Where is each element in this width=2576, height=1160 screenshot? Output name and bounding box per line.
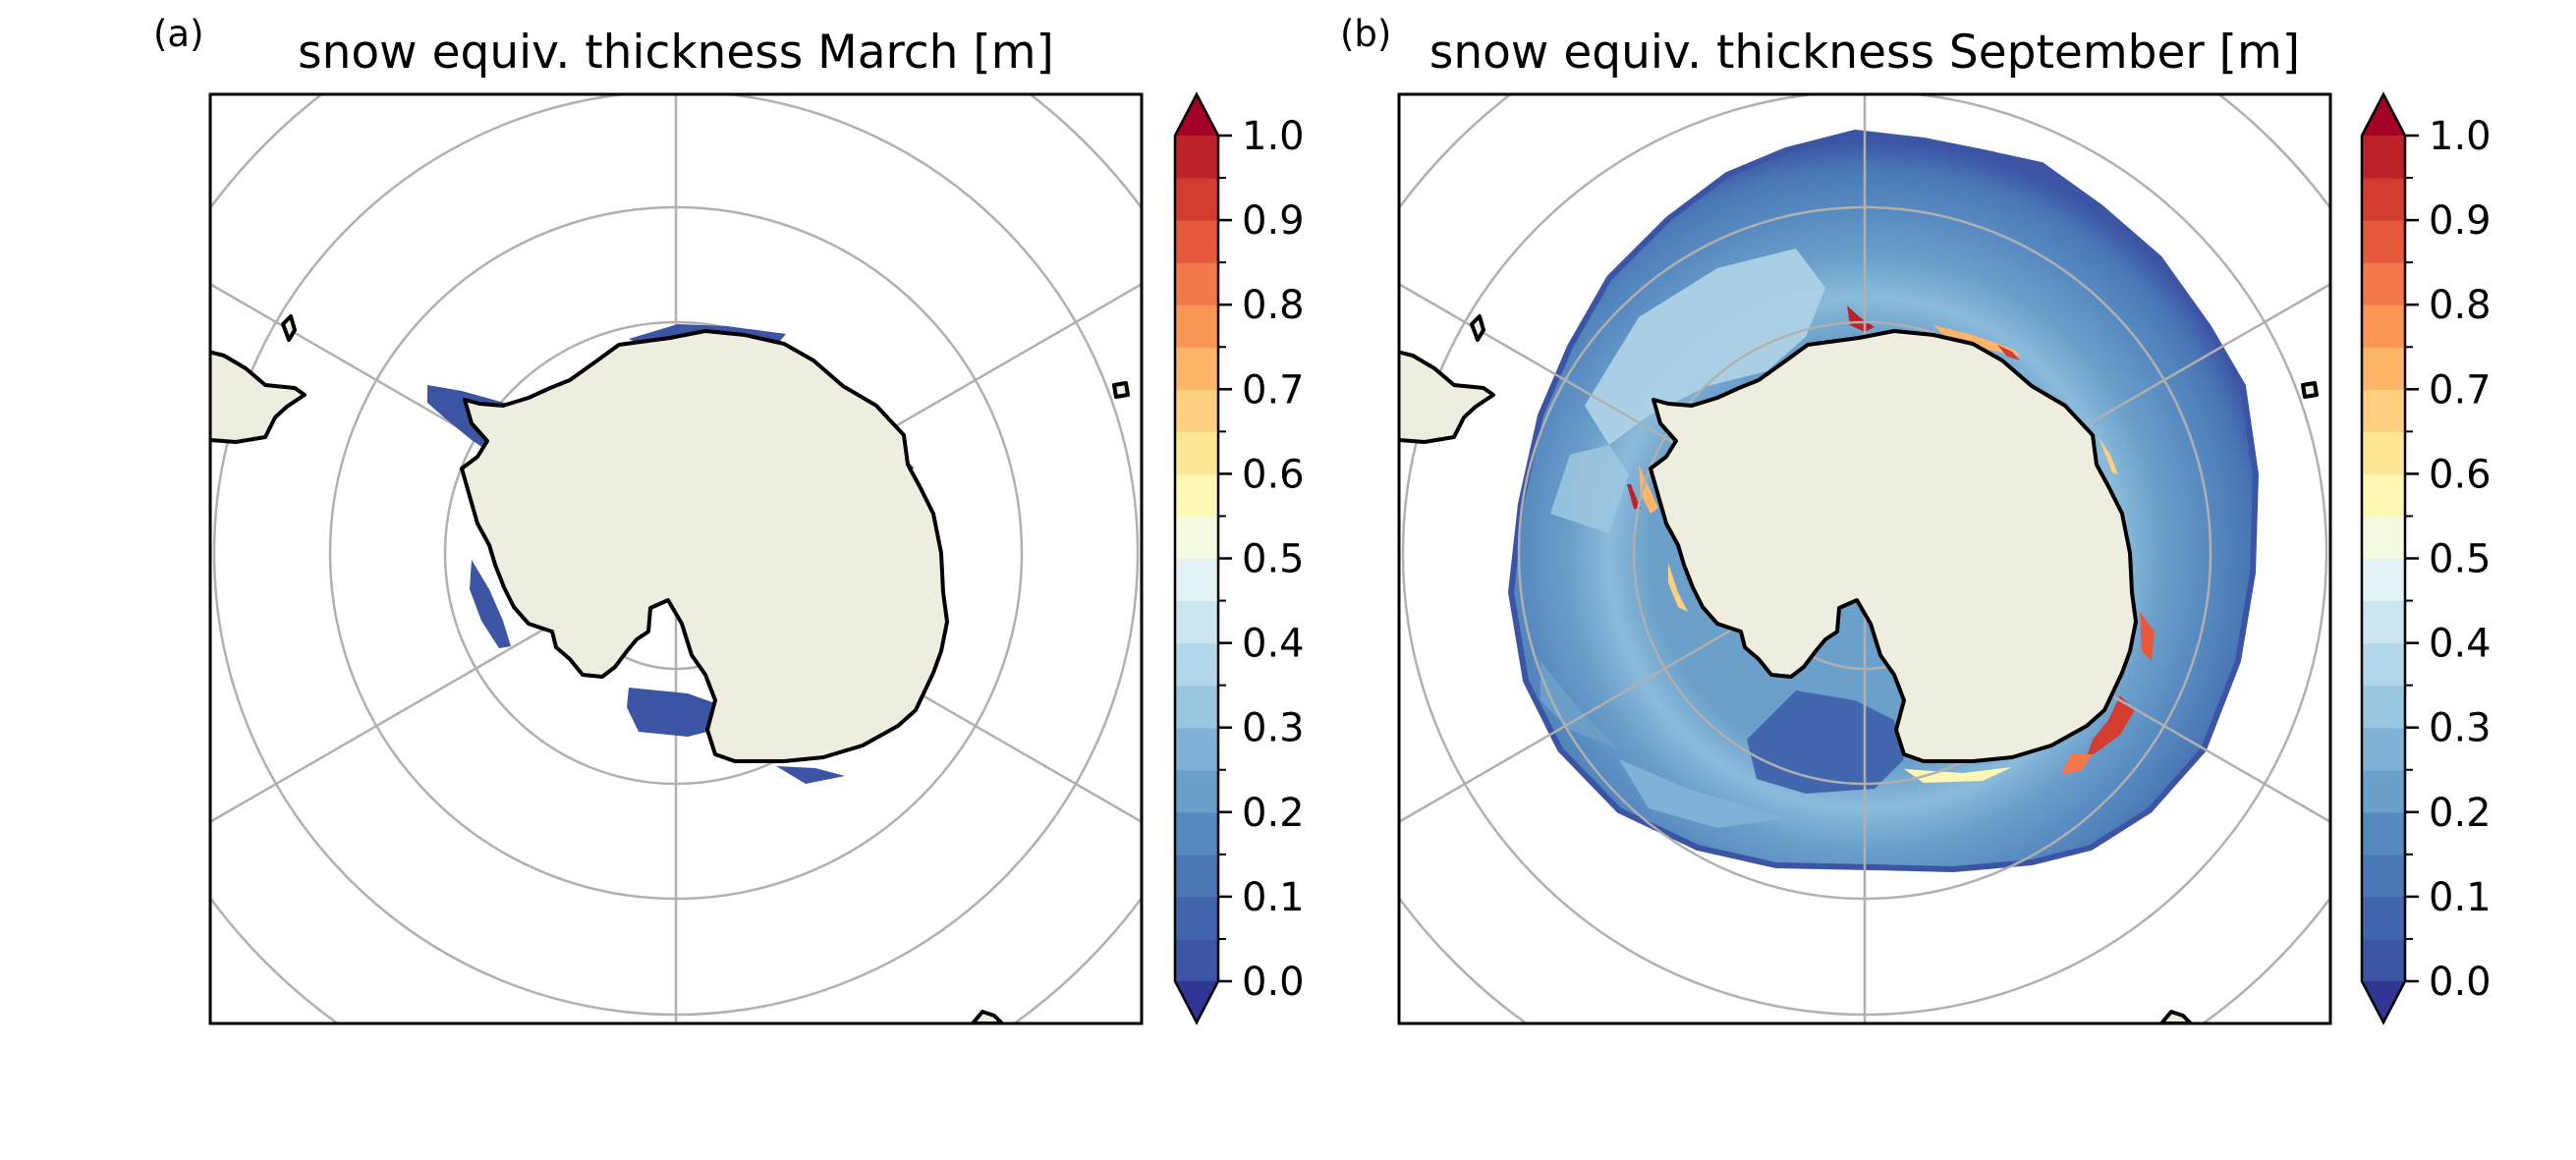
panel-september: (b) snow equiv. thickness September [m] — [1340, 13, 2492, 1025]
colorbar-tick-label-a: 0.7 — [1242, 367, 1305, 413]
colorbar-band-a — [1175, 600, 1218, 644]
map-a — [210, 94, 1142, 1023]
colorbar-tick-label-a: 0.5 — [1242, 537, 1305, 582]
colorbar-band-a — [1175, 854, 1218, 898]
colorbar-b: 0.0 0.1 0.2 0.3 0.4 0.5 0.6 0.7 0.8 0.9 1.0 — [2360, 91, 2492, 1025]
colorbar-tick-label-a: 0.3 — [1242, 706, 1305, 751]
colorbar-tick-label-b: 0.3 — [2429, 706, 2492, 751]
colorbar-band-b — [2362, 811, 2405, 856]
colorbar-band-b — [2362, 516, 2405, 560]
panel-label-b: (b) — [1340, 13, 1391, 55]
colorbar-band-b — [2362, 642, 2405, 687]
colorbar-tick-label-a: 0.6 — [1242, 452, 1305, 497]
colorbar-tick-label-a: 0.1 — [1242, 875, 1305, 920]
colorbar-tick-label-b: 0.6 — [2429, 452, 2492, 497]
colorbar-tick-label-b: 0.0 — [2429, 960, 2492, 1005]
colorbar-extend-min-a — [1175, 981, 1218, 1022]
colorbar-tick-label-b: 0.5 — [2429, 537, 2492, 582]
colorbar-tick-label-b: 1.0 — [2429, 114, 2492, 159]
colorbar-band-b — [2362, 178, 2405, 221]
colorbar-tick-label-b: 0.7 — [2429, 367, 2492, 413]
map-b — [1399, 94, 2330, 1023]
colorbar-band-a — [1175, 178, 1218, 221]
colorbar-band-a — [1175, 347, 1218, 390]
colorbar-band-b — [2362, 600, 2405, 644]
colorbar-tick-label-a: 0.9 — [1242, 198, 1305, 244]
colorbar-band-b — [2362, 136, 2405, 179]
colorbar-band-b — [2362, 896, 2405, 940]
colorbar-band-a — [1175, 558, 1218, 602]
colorbar-band-b — [2362, 854, 2405, 898]
colorbar-tick-label-a: 0.4 — [1242, 622, 1305, 667]
colorbar-band-a — [1175, 938, 1218, 982]
colorbar-tick-label-a: 0.2 — [1242, 791, 1305, 836]
colorbar-band-b — [2362, 727, 2405, 771]
colorbar-band-a — [1175, 516, 1218, 560]
colorbar-band-b — [2362, 769, 2405, 813]
panel-title-b: snow equiv. thickness September [m] — [1429, 26, 2300, 80]
colorbar-band-a — [1175, 304, 1218, 348]
colorbar-tick-label-b: 0.1 — [2429, 875, 2492, 920]
colorbar-band-a — [1175, 642, 1218, 687]
colorbar-tick-label-a: 0.0 — [1242, 960, 1305, 1005]
colorbar-tick-label-b: 0.9 — [2429, 198, 2492, 244]
map-frame-b — [1397, 92, 2332, 1025]
colorbar-band-b — [2362, 473, 2405, 518]
colorbar-tick-label-a: 0.8 — [1242, 283, 1305, 328]
colorbar-band-b — [2362, 262, 2405, 305]
colorbar-band-a — [1175, 220, 1218, 263]
colorbar-tick-label-b: 0.4 — [2429, 622, 2492, 667]
panel-title-a: snow equiv. thickness March [m] — [298, 26, 1054, 80]
colorbar-band-b — [2362, 431, 2405, 474]
colorbar-band-a — [1175, 811, 1218, 856]
colorbar-tick-label-b: 0.2 — [2429, 791, 2492, 836]
colorbar-band-b — [2362, 938, 2405, 982]
colorbar-band-b — [2362, 220, 2405, 263]
colorbar-band-a — [1175, 473, 1218, 518]
colorbar-band-b — [2362, 347, 2405, 390]
colorbar-band-b — [2362, 389, 2405, 432]
colorbar-band-a — [1175, 136, 1218, 179]
other-land-b — [1399, 314, 2319, 1023]
colorbar-band-a — [1175, 262, 1218, 305]
colorbar-band-b — [2362, 558, 2405, 602]
map-frame-a — [208, 92, 1144, 1025]
panel-label-a: (a) — [153, 13, 204, 55]
colorbar-tick-label-b: 0.8 — [2429, 283, 2492, 328]
colorbar-extend-max-a — [1175, 94, 1218, 136]
colorbar-band-a — [1175, 685, 1218, 729]
panel-march: (a) snow equiv. thickness March [m] — [153, 13, 1305, 1025]
colorbar-band-a — [1175, 389, 1218, 432]
colorbar-band-a — [1175, 727, 1218, 771]
colorbar-band-a — [1175, 896, 1218, 940]
colorbar-band-b — [2362, 304, 2405, 348]
other-land-a — [210, 314, 1130, 1023]
colorbar-extend-max-b — [2362, 94, 2405, 136]
colorbar-a: 0.0 0.1 0.2 0.3 0.4 0.5 0.6 0.7 0.8 0.9 1.0 — [1173, 91, 1305, 1025]
colorbar-band-a — [1175, 769, 1218, 813]
colorbar-band-a — [1175, 431, 1218, 474]
colorbar-extend-min-b — [2362, 981, 2405, 1022]
colorbar-tick-label-a: 1.0 — [1242, 114, 1305, 159]
colorbar-band-b — [2362, 685, 2405, 729]
